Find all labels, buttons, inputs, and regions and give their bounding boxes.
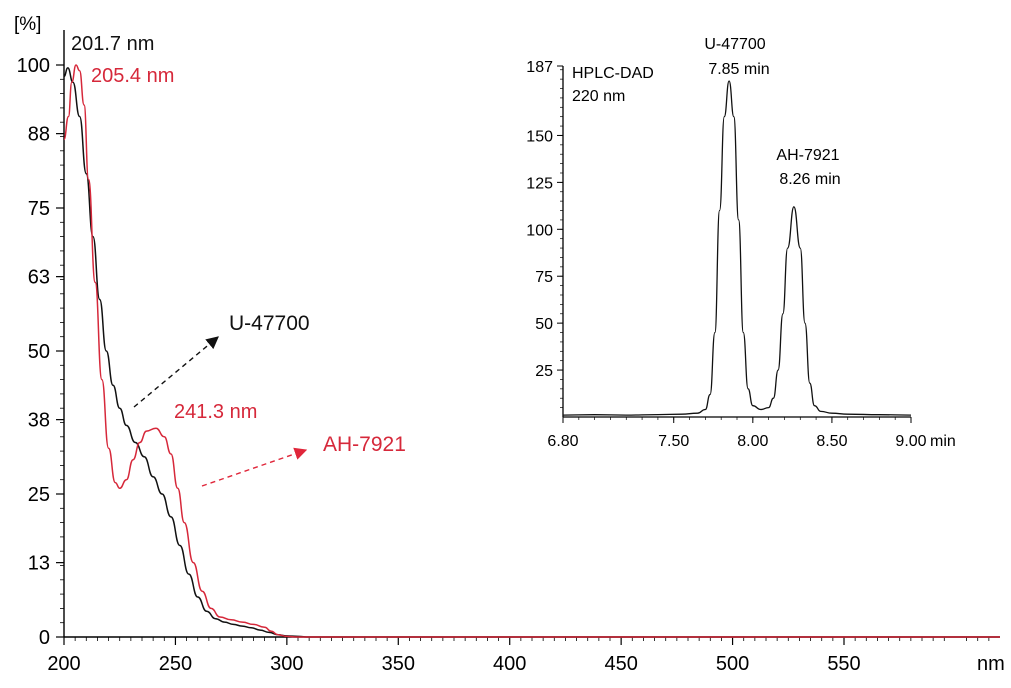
inset-peak-name-u47700: U-47700 [704, 36, 765, 53]
peak-label-ah7921-secondary: 241.3 nm [174, 401, 257, 423]
inset-y-tick-label: 25 [535, 363, 553, 380]
inset-peak-name-ah7921: AH-7921 [776, 147, 839, 164]
inset-series [562, 80, 912, 416]
main-y-axis-label: [%] [14, 14, 41, 35]
main-y-tick-label: 13 [28, 553, 50, 575]
main-y-tick-label: 0 [39, 627, 50, 649]
arrow-ah7921 [201, 447, 308, 487]
main-y-tick-label: 75 [28, 198, 50, 220]
inset-title: HPLC-DAD [572, 65, 654, 82]
main-y-tick-label: 88 [28, 124, 50, 146]
inset-y-tick-label: 125 [526, 175, 553, 192]
inset-y-tick-label: 187 [526, 59, 553, 76]
inset-x-tick-label: 6.80 [547, 433, 578, 450]
main-x-axis-label: nm [977, 653, 1005, 675]
main-y-tick-label: 38 [28, 410, 50, 432]
inset-x-ticks: 6.80 7.50 8.00 8.50 9.00 [547, 417, 927, 450]
inset-y-tick-label: 75 [535, 269, 553, 286]
series-line-u-47700 [63, 67, 1000, 638]
main-y-ticks: 0 13 25 38 50 63 75 88 100 [17, 55, 64, 649]
series-label-u47700: U-47700 [229, 312, 310, 335]
main-x-tick-label: 450 [604, 653, 637, 675]
inset-peak-time-ah7921: 8.26 min [779, 171, 840, 188]
main-x-ticks: 200 250 300 350 400 450 500 550 [47, 637, 861, 675]
main-x-tick-label: 400 [493, 653, 526, 675]
arrow-u47700 [133, 336, 219, 408]
main-x-tick-label: 350 [382, 653, 415, 675]
main-x-tick-label: 250 [159, 653, 192, 675]
inset-subtitle: 220 nm [572, 88, 625, 105]
main-x-tick-label: 550 [827, 653, 860, 675]
inset-x-axis-label: min [930, 433, 956, 450]
main-y-tick-label: 25 [28, 484, 50, 506]
series-line-ah-7921 [63, 64, 1000, 638]
main-y-tick-label: 50 [28, 341, 50, 363]
inset-y-ticks: 25 50 75 100 125 150 187 [526, 59, 563, 408]
inset-y-tick-label: 50 [535, 316, 553, 333]
main-x-tick-label: 500 [716, 653, 749, 675]
inset-y-tick-label: 150 [526, 128, 553, 145]
inset-x-tick-label: 8.00 [737, 433, 768, 450]
main-x-tick-label: 300 [270, 653, 303, 675]
inset-y-tick-label: 100 [526, 222, 553, 239]
inset-x-tick-label: 8.50 [816, 433, 847, 450]
peak-label-ah7921-primary: 205.4 nm [91, 65, 174, 87]
main-series [63, 64, 1000, 638]
main-x-tick-label: 200 [47, 653, 80, 675]
series-label-ah7921: AH-7921 [323, 433, 406, 456]
inset-chromatogram-line [562, 80, 912, 416]
main-y-tick-label: 100 [17, 55, 50, 77]
peak-label-u47700: 201.7 nm [71, 33, 154, 55]
inset-peak-time-u47700: 7.85 min [708, 61, 769, 78]
main-y-tick-label: 63 [28, 267, 50, 289]
inset-x-tick-label: 7.50 [658, 433, 689, 450]
inset-x-tick-label: 9.00 [895, 433, 926, 450]
